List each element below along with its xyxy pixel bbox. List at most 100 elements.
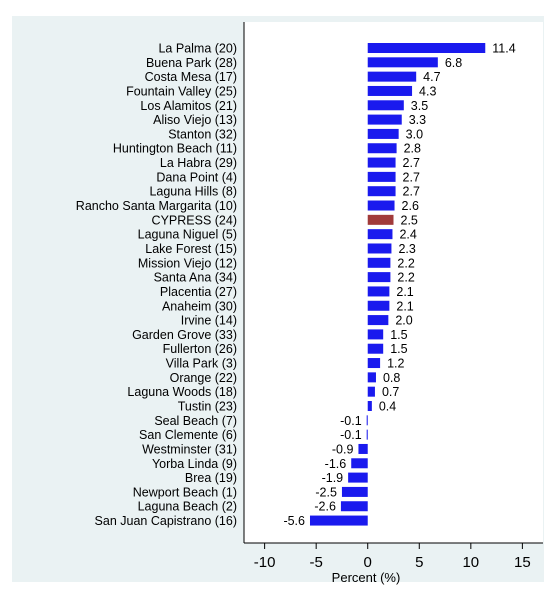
category-label-29: Yorba Linda (9) bbox=[152, 457, 237, 471]
value-label-2: 4.7 bbox=[423, 70, 440, 84]
bar-24 bbox=[367, 386, 375, 397]
category-label-4: Los Alamitos (21) bbox=[140, 99, 237, 113]
bar-7 bbox=[367, 143, 397, 154]
bar-9 bbox=[367, 171, 396, 182]
bar-10 bbox=[367, 186, 396, 197]
category-label-8: La Habra (29) bbox=[160, 156, 237, 170]
value-label-12: 2.5 bbox=[401, 213, 418, 227]
value-label-20: 1.5 bbox=[390, 328, 407, 342]
category-label-0: La Palma (20) bbox=[158, 42, 237, 56]
bar-27 bbox=[366, 429, 368, 440]
bar-1 bbox=[367, 57, 438, 68]
bar-30 bbox=[348, 472, 368, 483]
x-axis-label: Percent (%) bbox=[332, 570, 401, 585]
category-label-24: Laguna Woods (18) bbox=[127, 385, 237, 399]
bar-33 bbox=[309, 515, 368, 526]
value-label-22: 1.2 bbox=[387, 357, 404, 371]
category-label-1: Buena Park (28) bbox=[146, 56, 237, 70]
value-label-5: 3.3 bbox=[409, 113, 426, 127]
category-label-11: Rancho Santa Margarita (10) bbox=[76, 199, 237, 213]
value-label-13: 2.4 bbox=[399, 228, 416, 242]
value-label-9: 2.7 bbox=[403, 170, 420, 184]
value-label-0: 11.4 bbox=[492, 42, 515, 56]
value-label-33: -5.6 bbox=[283, 514, 305, 528]
value-label-25: 0.4 bbox=[379, 400, 396, 414]
bar-0 bbox=[367, 43, 486, 53]
bar-12 bbox=[367, 214, 394, 225]
value-label-23: 0.8 bbox=[383, 371, 400, 385]
value-labels-group: 11.46.84.74.33.53.33.02.82.72.72.72.62.5… bbox=[283, 42, 515, 529]
category-label-21: Fullerton (26) bbox=[163, 342, 237, 356]
bar-21 bbox=[367, 343, 384, 354]
x-tick-label-5: 15 bbox=[514, 554, 531, 571]
x-ticks-group: -10 -5 0 5 10 15 bbox=[254, 543, 531, 571]
category-label-5: Aliso Viejo (13) bbox=[153, 113, 237, 127]
bar-14 bbox=[367, 243, 392, 254]
bar-2 bbox=[367, 71, 417, 82]
category-label-22: Villa Park (3) bbox=[166, 357, 237, 371]
bar-13 bbox=[367, 229, 393, 240]
category-label-31: Newport Beach (1) bbox=[133, 485, 237, 499]
x-tick-label-0: -10 bbox=[254, 554, 276, 571]
category-label-25: Tustin (23) bbox=[178, 400, 237, 414]
value-label-26: -0.1 bbox=[340, 414, 362, 428]
bar-32 bbox=[340, 501, 368, 512]
value-label-18: 2.1 bbox=[396, 299, 413, 313]
bar-8 bbox=[367, 157, 396, 168]
bar-18 bbox=[367, 300, 390, 311]
bar-23 bbox=[367, 372, 376, 383]
value-label-30: -1.9 bbox=[322, 471, 344, 485]
bar-28 bbox=[358, 443, 368, 454]
value-label-32: -2.6 bbox=[314, 500, 336, 514]
bars-group bbox=[309, 43, 486, 526]
category-label-28: Westminster (31) bbox=[142, 442, 237, 456]
category-labels-group: La Palma (20)Buena Park (28)Costa Mesa (… bbox=[76, 42, 237, 529]
x-tick-label-2: 0 bbox=[364, 554, 372, 571]
bar-3 bbox=[367, 85, 413, 96]
bar-6 bbox=[367, 128, 399, 139]
category-label-30: Brea (19) bbox=[185, 471, 237, 485]
category-label-14: Lake Forest (15) bbox=[145, 242, 237, 256]
category-label-18: Anaheim (30) bbox=[162, 299, 237, 313]
value-label-27: -0.1 bbox=[340, 428, 362, 442]
bar-11 bbox=[367, 200, 395, 211]
bar-22 bbox=[367, 358, 381, 369]
category-label-27: San Clemente (6) bbox=[139, 428, 237, 442]
bar-17 bbox=[367, 286, 390, 297]
category-label-17: Placentia (27) bbox=[160, 285, 237, 299]
x-tick-label-3: 5 bbox=[415, 554, 423, 571]
bar-20 bbox=[367, 329, 384, 340]
x-tick-label-1: -5 bbox=[310, 554, 323, 571]
category-label-6: Stanton (32) bbox=[168, 127, 237, 141]
category-label-7: Huntington Beach (11) bbox=[113, 142, 237, 156]
value-label-24: 0.7 bbox=[382, 385, 399, 399]
category-label-19: Irvine (14) bbox=[181, 314, 237, 328]
category-label-2: Costa Mesa (17) bbox=[145, 70, 237, 84]
x-tick-label-4: 10 bbox=[462, 554, 479, 571]
category-label-12: CYPRESS (24) bbox=[152, 213, 237, 227]
bar-31 bbox=[341, 486, 368, 497]
value-label-19: 2.0 bbox=[395, 314, 412, 328]
value-label-8: 2.7 bbox=[403, 156, 420, 170]
bar-29 bbox=[351, 458, 368, 469]
bar-26 bbox=[366, 415, 368, 426]
value-label-17: 2.1 bbox=[396, 285, 413, 299]
value-label-4: 3.5 bbox=[411, 99, 428, 113]
category-label-3: Fountain Valley (25) bbox=[126, 84, 237, 98]
value-label-28: -0.9 bbox=[332, 442, 354, 456]
category-label-10: Laguna Hills (8) bbox=[149, 185, 237, 199]
category-label-15: Mission Viejo (12) bbox=[138, 256, 237, 270]
value-label-1: 6.8 bbox=[445, 56, 462, 70]
value-label-10: 2.7 bbox=[403, 185, 420, 199]
category-label-32: Laguna Beach (2) bbox=[138, 500, 237, 514]
category-label-23: Orange (22) bbox=[170, 371, 237, 385]
category-label-9: Dana Point (4) bbox=[156, 170, 237, 184]
bar-25 bbox=[367, 401, 372, 411]
bar-19 bbox=[367, 315, 389, 326]
bar-15 bbox=[367, 257, 391, 268]
value-label-3: 4.3 bbox=[419, 84, 436, 98]
value-label-7: 2.8 bbox=[404, 142, 421, 156]
value-label-21: 1.5 bbox=[390, 342, 407, 356]
